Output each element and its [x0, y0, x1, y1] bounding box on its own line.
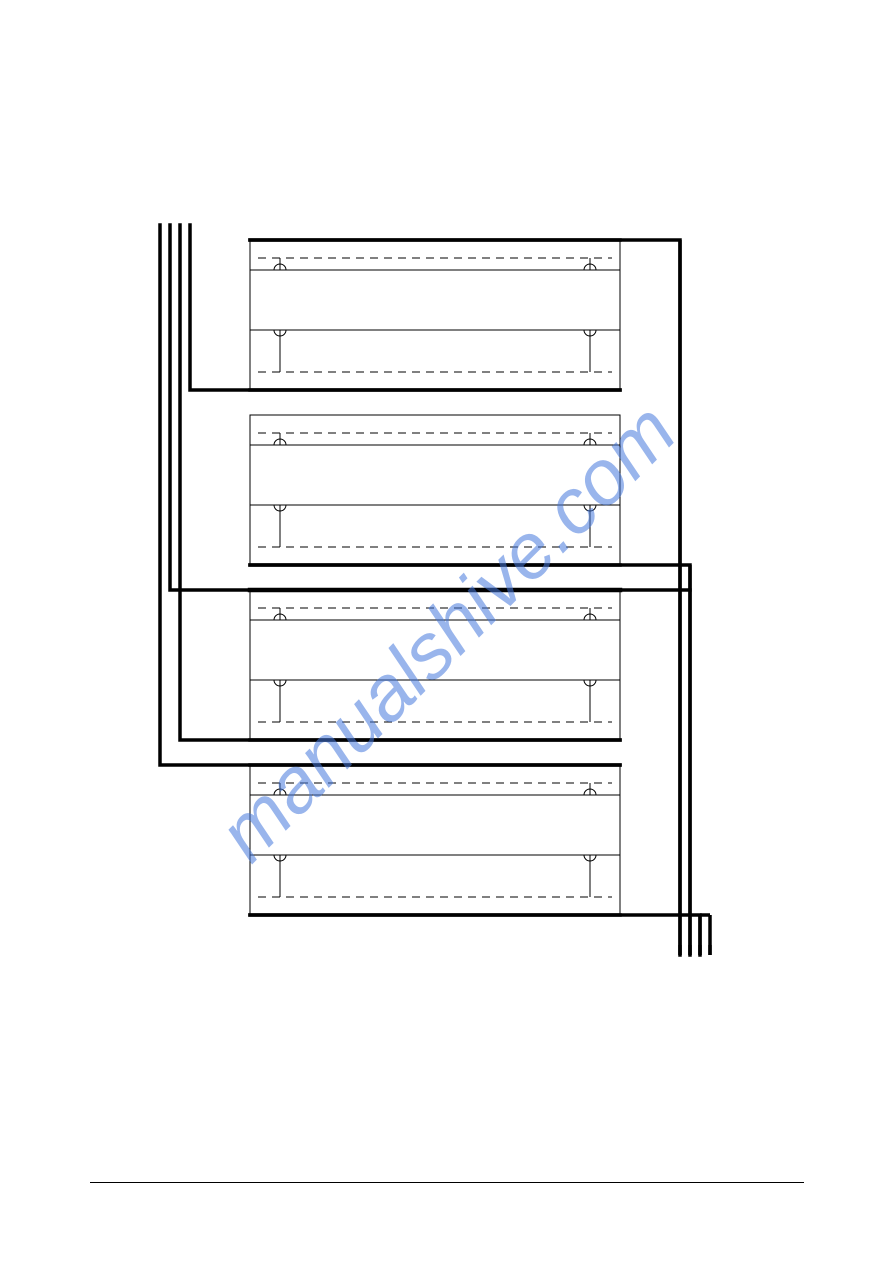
footer-rule [90, 1182, 804, 1183]
wiring-diagram [0, 0, 894, 1263]
